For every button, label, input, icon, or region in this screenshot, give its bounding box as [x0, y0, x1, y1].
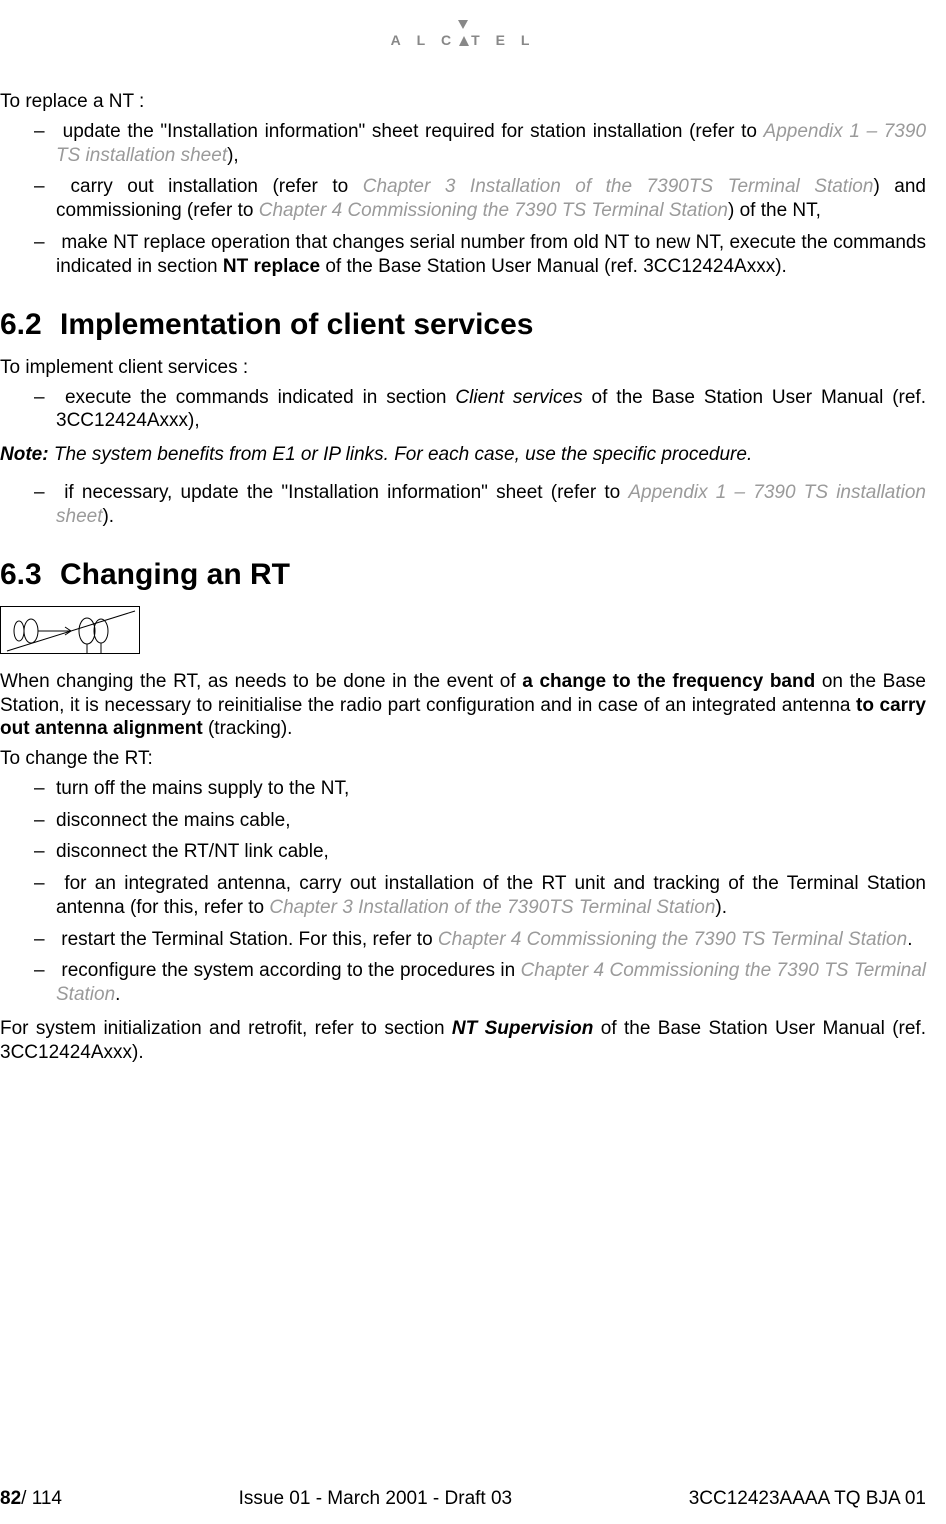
list-item: update the "Installation information" sh… [0, 120, 926, 168]
xref-chapter4: Chapter 4 Commissioning the 7390 TS Term… [438, 929, 907, 950]
footer-issue: Issue 01 - March 2001 - Draft 03 [239, 1488, 513, 1510]
list-client-services-a: execute the commands indicated in sectio… [0, 386, 926, 434]
page-footer: 82/ 114 Issue 01 - March 2001 - Draft 03… [0, 1488, 946, 1510]
note-label: Note: [0, 444, 49, 465]
footer-page: 82/ 114 [0, 1488, 62, 1510]
footer-docref: 3CC12423AAAA TQ BJA 01 [689, 1488, 926, 1510]
brand-triangle-down-icon [457, 19, 469, 31]
heading-6-3: 6.3Changing an RT [0, 556, 926, 594]
list-item: disconnect the mains cable, [0, 809, 926, 833]
brand-logo: A L CT E L [0, 10, 926, 50]
list-item: restart the Terminal Station. For this, … [0, 928, 926, 952]
brand-logo-text: A L CT E L [391, 16, 536, 48]
intro-client-services: To implement client services : [0, 356, 926, 380]
italic-client-services: Client services [455, 387, 582, 408]
brand-triangle-up-icon [458, 35, 470, 47]
list-client-services-b: if necessary, update the "Installation i… [0, 481, 926, 529]
note-body: The system benefits from E1 or IP links.… [49, 444, 753, 465]
para-change-rt: When changing the RT, as needs to be don… [0, 670, 926, 741]
bold-italic-nt-supervision: NT Supervision [452, 1018, 593, 1039]
note: Note: The system benefits from E1 or IP … [0, 443, 926, 467]
intro-replace-nt: To replace a NT : [0, 90, 926, 114]
page-content: To replace a NT : update the "Installati… [0, 90, 926, 1064]
bold-nt-replace: NT replace [223, 256, 320, 277]
rt-diagram-svg [1, 607, 140, 654]
heading-6-2: 6.2Implementation of client services [0, 306, 926, 344]
intro-change-rt: To change the RT: [0, 747, 926, 771]
list-item: turn off the mains supply to the NT, [0, 777, 926, 801]
list-item: disconnect the RT/NT link cable, [0, 840, 926, 864]
xref-chapter4: Chapter 4 Commissioning the 7390 TS Term… [259, 200, 728, 221]
bold-freq-band: a change to the frequency band [522, 671, 815, 692]
list-item: for an integrated antenna, carry out ins… [0, 872, 926, 920]
list-replace-nt: update the "Installation information" sh… [0, 120, 926, 279]
list-item: make NT replace operation that changes s… [0, 231, 926, 279]
list-item: carry out installation (refer to Chapter… [0, 175, 926, 223]
closing-para: For system initialization and retrofit, … [0, 1017, 926, 1065]
xref-chapter3: Chapter 3 Installation of the 7390TS Ter… [269, 897, 715, 918]
rt-diagram [0, 606, 140, 654]
list-item: if necessary, update the "Installation i… [0, 481, 926, 529]
list-item: reconfigure the system according to the … [0, 959, 926, 1007]
list-change-rt: turn off the mains supply to the NT, dis… [0, 777, 926, 1007]
list-item: execute the commands indicated in sectio… [0, 386, 926, 434]
xref-chapter3: Chapter 3 Installation of the 7390TS Ter… [363, 176, 874, 197]
